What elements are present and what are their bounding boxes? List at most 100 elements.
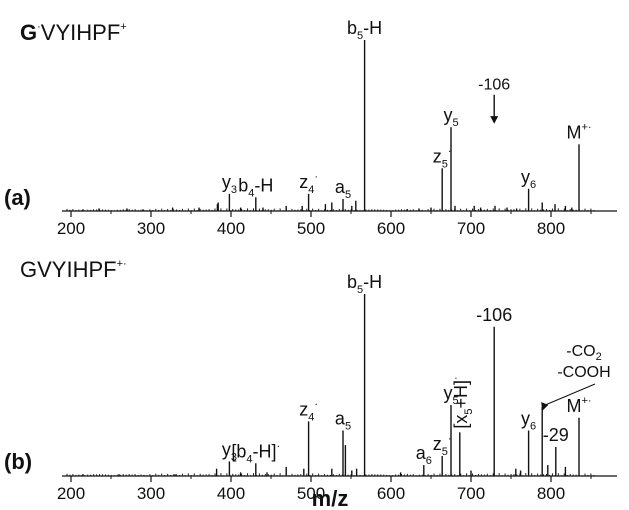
peak-annotation: b5-H	[347, 272, 382, 296]
peak-annotation-text: M	[566, 122, 581, 142]
peak-annotation-sup: ·	[314, 398, 318, 410]
panel-b: GVYIHPF+· 200 300 400 500 600 700 800 b5-H-106…	[4, 257, 617, 510]
peak-annotation: b4-H	[238, 175, 273, 199]
peak-annotation-sub: 4	[308, 411, 314, 423]
peak-annotation: -29	[543, 425, 569, 445]
x-tick-label: 700	[457, 484, 485, 503]
panel-b-title-sup: +·	[117, 258, 127, 270]
peak-annotation-sup: +·	[581, 395, 591, 407]
x-tick-label: 500	[297, 484, 325, 503]
x5h-label-text: [x	[451, 415, 471, 429]
peak-annotation-text: z	[433, 434, 442, 454]
peak-annotation: b5-H	[347, 18, 382, 42]
peak-annotation-sub: 4	[308, 184, 314, 196]
callout-arrowhead	[541, 402, 549, 411]
cooh-loss-label: -COOH	[557, 364, 610, 381]
peak-annotation-text: y	[222, 172, 231, 192]
x-tick-label: 500	[297, 219, 325, 238]
x-tick-label: 400	[217, 484, 245, 503]
peak-annotation: y6	[521, 409, 536, 433]
peak-annotation: z5·	[433, 145, 452, 170]
x-axis-label: m/z	[312, 486, 349, 510]
panel-a-title-sup: +	[120, 21, 126, 33]
x5h-label-sub: 5	[463, 409, 475, 415]
panel-b-title-text: GVYIHPF	[20, 257, 117, 282]
peak-annotation-sub: 5	[452, 117, 458, 129]
peak-annotation-text: b	[347, 272, 357, 292]
peak-annotation-sub: 5	[442, 446, 448, 458]
peak-annotation-sup: +·	[581, 121, 591, 133]
peak-annotation: a5	[335, 177, 351, 201]
peak-annotation-suffix: -H	[254, 175, 273, 195]
co2-loss-label: -CO2	[566, 343, 601, 363]
peak-annotation: y3	[222, 172, 237, 196]
peak-annotation: z5·	[433, 433, 452, 458]
co2-loss-sub: 2	[596, 351, 602, 363]
peak-annotation: y3	[222, 439, 237, 463]
panel-a-ticks: 200 300 400 500 600 700 800	[57, 211, 592, 238]
peak-annotation-text: y	[521, 409, 530, 429]
panel-a-label: (a)	[4, 185, 31, 210]
peak-annotation-text: a	[335, 409, 346, 429]
peak-annotation-sub: 5	[442, 158, 448, 170]
peak-annotation: y5	[443, 383, 458, 407]
callout-line	[545, 383, 596, 406]
x-tick-label: 600	[377, 484, 405, 503]
x-tick-label: 400	[217, 219, 245, 238]
peak-annotation-sup: ·	[448, 145, 452, 157]
peak-annotation-text: -29	[543, 425, 569, 445]
peak-annotation-text: b	[347, 18, 357, 38]
x-tick-label: 800	[537, 219, 565, 238]
peak-annotation-suffix: -H	[363, 18, 382, 38]
peak-annotation-sup: ·	[314, 171, 318, 183]
peak-annotation-text: y	[443, 383, 452, 403]
x5h-label: [x5+H]·	[450, 376, 475, 428]
peak-annotation-sub: 4	[246, 453, 252, 465]
panel-b-peaks	[66, 294, 595, 476]
peak-annotation-sub: 6	[530, 179, 536, 191]
peak-annotation: z4·	[299, 171, 318, 196]
x-tick-label: 600	[377, 219, 405, 238]
peak-annotation-sub: 5	[452, 395, 458, 407]
loss-106-note: -106	[478, 77, 510, 94]
peak-annotation-suffix: -H	[363, 272, 382, 292]
peak-annotation: [b4-H]·	[231, 440, 280, 465]
peak-annotation-text: a	[416, 443, 427, 463]
x-tick-label: 700	[457, 219, 485, 238]
peak-annotation: y5	[443, 105, 458, 129]
loss-106-arrowhead	[490, 116, 499, 124]
x5h-label-sup: ·	[450, 376, 462, 380]
x-tick-label: 200	[57, 219, 85, 238]
peak-annotation: M+·	[566, 395, 591, 416]
x-tick-label: 800	[537, 484, 565, 503]
peak-annotation: a6	[416, 443, 432, 467]
peak-annotation-text: a	[335, 177, 346, 197]
x-tick-label: 200	[57, 484, 85, 503]
peak-annotation-sup: ·	[277, 440, 281, 452]
panel-b-label: (b)	[4, 449, 32, 474]
peak-annotation-suffix: -H]	[253, 441, 277, 461]
peak-annotation-sub: 3	[231, 451, 237, 463]
panel-a-title-rest: VYIHPF	[41, 20, 120, 45]
panel-a-peaks	[66, 40, 595, 211]
peak-annotation-sub: 5	[345, 189, 351, 201]
peak-annotation-text: M	[566, 396, 581, 416]
x5h-rotated-note: [x5+H]·	[450, 376, 475, 428]
co2-loss-text: -CO	[566, 343, 595, 360]
panel-a-title-dot: ·	[37, 21, 41, 33]
peak-annotation-text: y	[521, 167, 530, 187]
x-tick-label: 300	[137, 219, 165, 238]
peak-annotation-text: -106	[476, 305, 512, 325]
peak-annotation: M+·	[566, 121, 591, 142]
peak-annotation: y6	[521, 167, 536, 191]
peak-annotation-text: y	[222, 439, 231, 459]
peak-annotation-text: b	[238, 175, 248, 195]
panel-b-annotations: b5-H-106M+·-29y6y5z5·a6a5z4·[b4-H]·y3[x5…	[222, 272, 611, 467]
peak-annotation-sub: 6	[530, 421, 536, 433]
peak-annotation-text: z	[299, 172, 308, 192]
peak-annotation-text: y	[443, 105, 452, 125]
peak-annotation-sub: 6	[426, 455, 432, 467]
peak-annotation: a5	[335, 409, 351, 433]
